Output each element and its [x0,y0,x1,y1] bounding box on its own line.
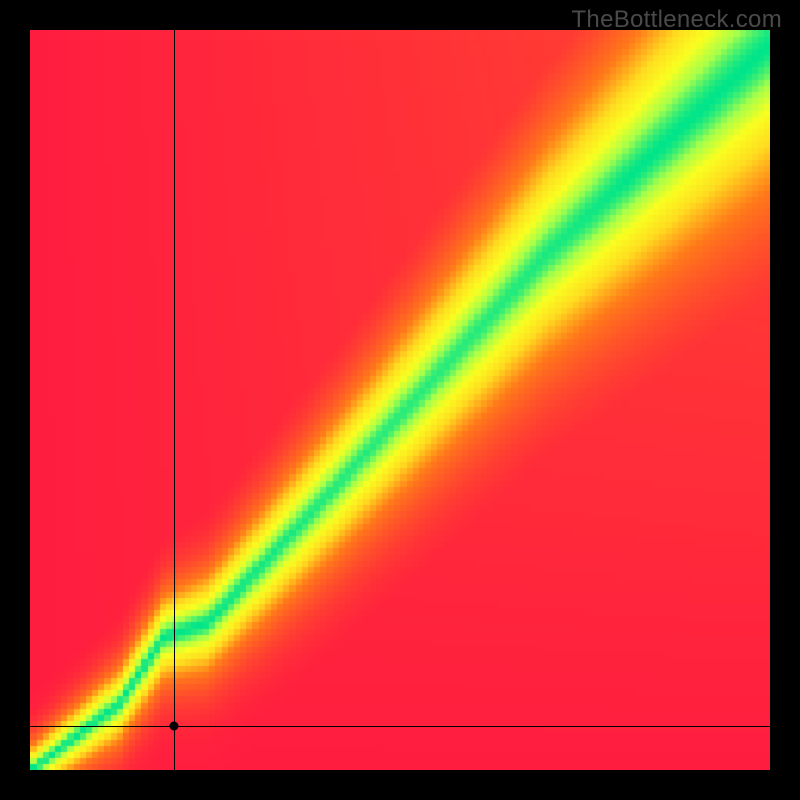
crosshair-horizontal-line [30,726,770,727]
plot-area [30,30,770,770]
watermark-text: TheBottleneck.com [571,6,782,34]
heatmap-canvas [30,30,770,770]
crosshair-vertical-line [174,30,175,770]
crosshair-point [170,721,179,730]
